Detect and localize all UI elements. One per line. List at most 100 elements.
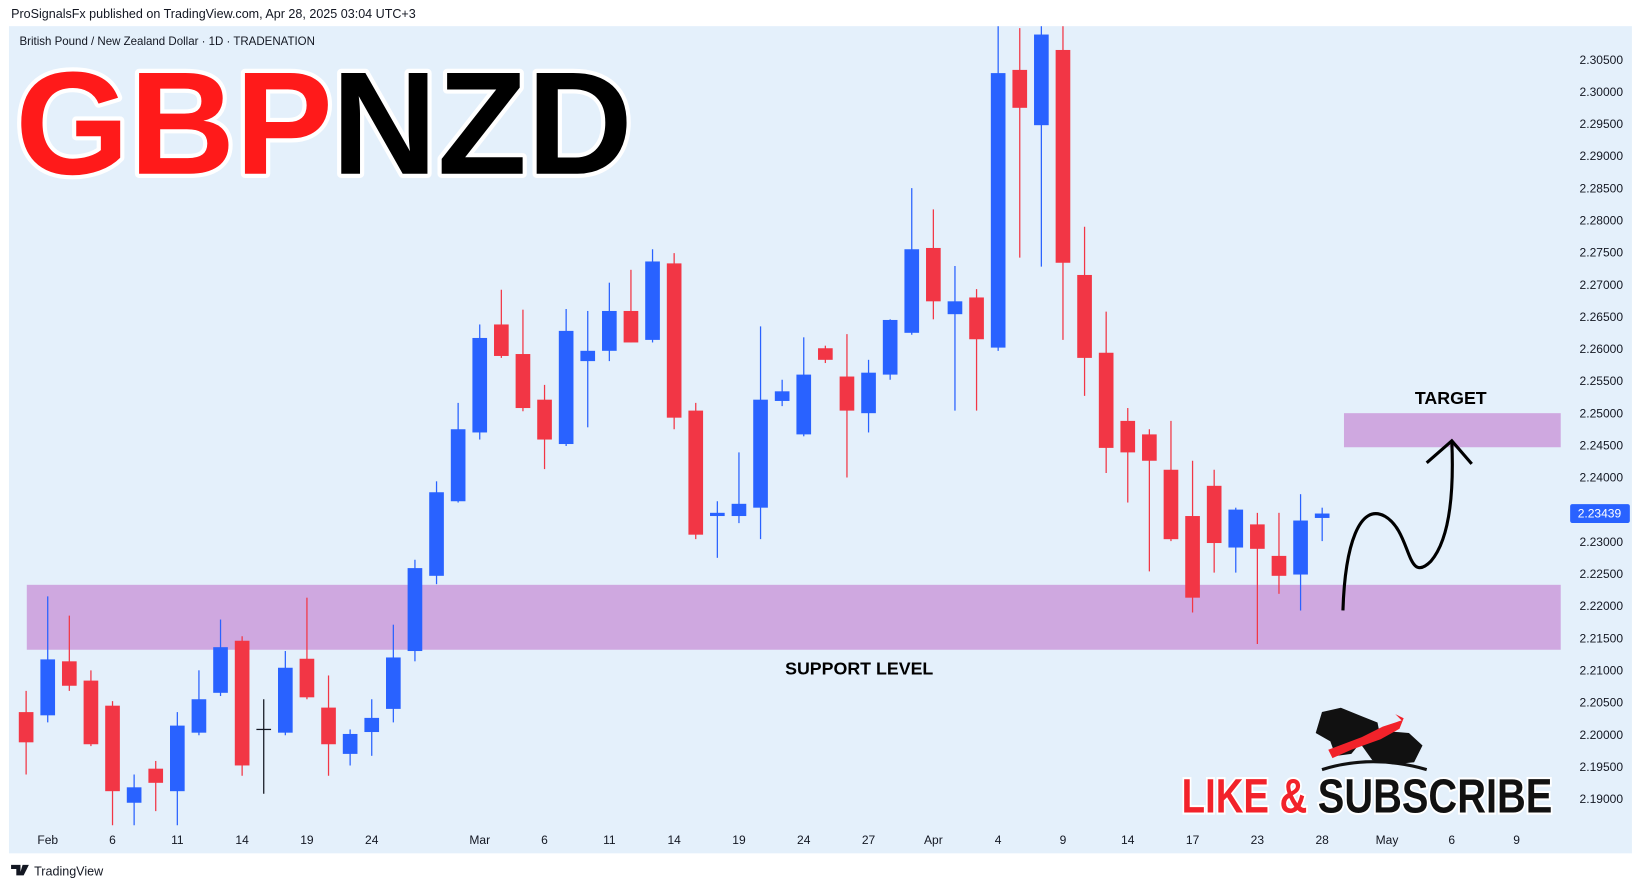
candle-body bbox=[364, 717, 380, 733]
y-tick-label: 2.30500 bbox=[1580, 53, 1624, 67]
x-tick-label: 28 bbox=[1315, 833, 1329, 847]
candle-body bbox=[1142, 434, 1157, 461]
candle-body bbox=[969, 297, 984, 340]
x-tick-label: 27 bbox=[862, 833, 876, 847]
candle-body bbox=[882, 319, 898, 375]
candle-body bbox=[234, 640, 250, 766]
candle-body bbox=[148, 768, 164, 783]
y-tick-label: 2.19000 bbox=[1580, 792, 1624, 806]
x-tick-label: 14 bbox=[667, 833, 681, 847]
x-tick-label: Mar bbox=[469, 833, 490, 847]
candle-body bbox=[710, 512, 725, 517]
x-tick-label: 4 bbox=[995, 833, 1002, 847]
candle-body bbox=[1314, 513, 1330, 518]
y-tick-label: 2.24000 bbox=[1580, 471, 1624, 485]
x-tick-label: 9 bbox=[1513, 833, 1520, 847]
zones bbox=[26, 413, 1561, 650]
candle-body bbox=[645, 261, 660, 340]
y-axis: 2.19000 2.19500 2.20000 2.20500 2.21000 2.215… bbox=[1570, 53, 1630, 806]
y-tick-label: 2.28500 bbox=[1580, 181, 1624, 195]
y-tick-label: 2.29000 bbox=[1580, 149, 1624, 163]
x-tick-label: 17 bbox=[1186, 833, 1200, 847]
x-tick-label: Feb bbox=[37, 833, 58, 847]
x-tick-label: 11 bbox=[171, 833, 184, 847]
candle-body bbox=[1098, 352, 1114, 448]
candle-body bbox=[169, 725, 185, 792]
title-part: GBP bbox=[15, 42, 333, 206]
candle-body bbox=[558, 330, 574, 445]
y-tick-label: 2.26500 bbox=[1580, 310, 1624, 324]
support-label: SUPPORT LEVEL bbox=[785, 658, 933, 678]
y-tick-label: 2.20500 bbox=[1580, 696, 1624, 710]
y-tick-label: 2.22500 bbox=[1580, 567, 1624, 581]
candle-body bbox=[407, 568, 423, 652]
x-tick-label: May bbox=[1376, 833, 1399, 847]
candle-body bbox=[1055, 49, 1071, 263]
title-part: NZD bbox=[331, 42, 632, 206]
candle-body bbox=[1120, 420, 1136, 453]
zone bbox=[26, 584, 1561, 650]
y-tick-label: 2.26000 bbox=[1580, 342, 1624, 356]
candle-body bbox=[1077, 274, 1092, 358]
y-tick-label: 2.25500 bbox=[1580, 374, 1624, 388]
candle-body bbox=[61, 661, 77, 686]
y-tick-label: 2.25000 bbox=[1580, 406, 1624, 420]
candle-body bbox=[796, 374, 812, 435]
candle-body bbox=[18, 712, 34, 743]
x-tick-label: 23 bbox=[1251, 833, 1265, 847]
candle-body bbox=[342, 733, 358, 754]
candle-body bbox=[839, 376, 855, 411]
candle-body bbox=[904, 249, 920, 333]
y-tick-label: 2.28000 bbox=[1580, 214, 1624, 228]
candle-body bbox=[1228, 509, 1244, 548]
candle-body bbox=[688, 410, 704, 535]
target-label: TARGET bbox=[1415, 388, 1487, 408]
candle-body bbox=[256, 728, 272, 731]
bull-bear-logo bbox=[1315, 707, 1428, 772]
candle-body bbox=[818, 348, 833, 360]
candle-body bbox=[926, 247, 941, 302]
candle-body bbox=[472, 337, 488, 433]
candle-body bbox=[299, 658, 315, 698]
candle-body bbox=[126, 787, 142, 803]
candle-body bbox=[386, 657, 401, 709]
candle-body bbox=[1293, 520, 1308, 575]
candle-body bbox=[753, 399, 768, 508]
candle-body bbox=[1012, 69, 1028, 108]
candle-body bbox=[947, 301, 963, 315]
publisher: ProSignalsFx published on TradingView.co… bbox=[11, 7, 416, 21]
candle-body bbox=[580, 350, 596, 362]
candle-body bbox=[602, 310, 617, 351]
x-tick-label: 9 bbox=[1060, 833, 1067, 847]
candle-body bbox=[731, 503, 747, 517]
y-tick-label: 2.29500 bbox=[1580, 117, 1624, 131]
x-tick-label: 19 bbox=[300, 833, 314, 847]
projection-arrow bbox=[1341, 441, 1454, 611]
last-price-label: 2.23439 bbox=[1578, 507, 1622, 521]
promo-subscribe: SUBSCRIBE bbox=[1318, 770, 1553, 824]
x-tick-label: 14 bbox=[1121, 833, 1135, 847]
candle-body bbox=[990, 73, 1006, 348]
arrow-head bbox=[1425, 438, 1473, 465]
candle-body bbox=[1271, 555, 1287, 576]
subtitle: British Pound / New Zealand Dollar · 1D … bbox=[19, 36, 314, 48]
x-axis: Feb 6 11 14 19 24 Mar 6 11 14 19 24 27 Apr 4 9 14 17 23 28 M… bbox=[37, 833, 1520, 847]
candle-body bbox=[537, 399, 552, 440]
y-tick-label: 2.30000 bbox=[1580, 85, 1624, 99]
x-tick-label: 14 bbox=[235, 833, 249, 847]
x-tick-label: 24 bbox=[797, 833, 811, 847]
candle-body bbox=[1034, 34, 1049, 126]
tv-logo bbox=[11, 864, 29, 876]
candle-body bbox=[494, 324, 509, 356]
candle-body bbox=[666, 263, 682, 418]
y-tick-label: 2.19500 bbox=[1580, 760, 1624, 774]
candle-body bbox=[40, 659, 56, 716]
candle-body bbox=[1206, 485, 1222, 544]
x-tick-label: Apr bbox=[924, 833, 943, 847]
promo-like: LIKE & bbox=[1182, 770, 1308, 824]
candle-body bbox=[515, 354, 531, 409]
candle-body bbox=[321, 707, 336, 745]
y-tick-label: 2.24500 bbox=[1580, 439, 1624, 453]
candle-body bbox=[861, 372, 876, 414]
